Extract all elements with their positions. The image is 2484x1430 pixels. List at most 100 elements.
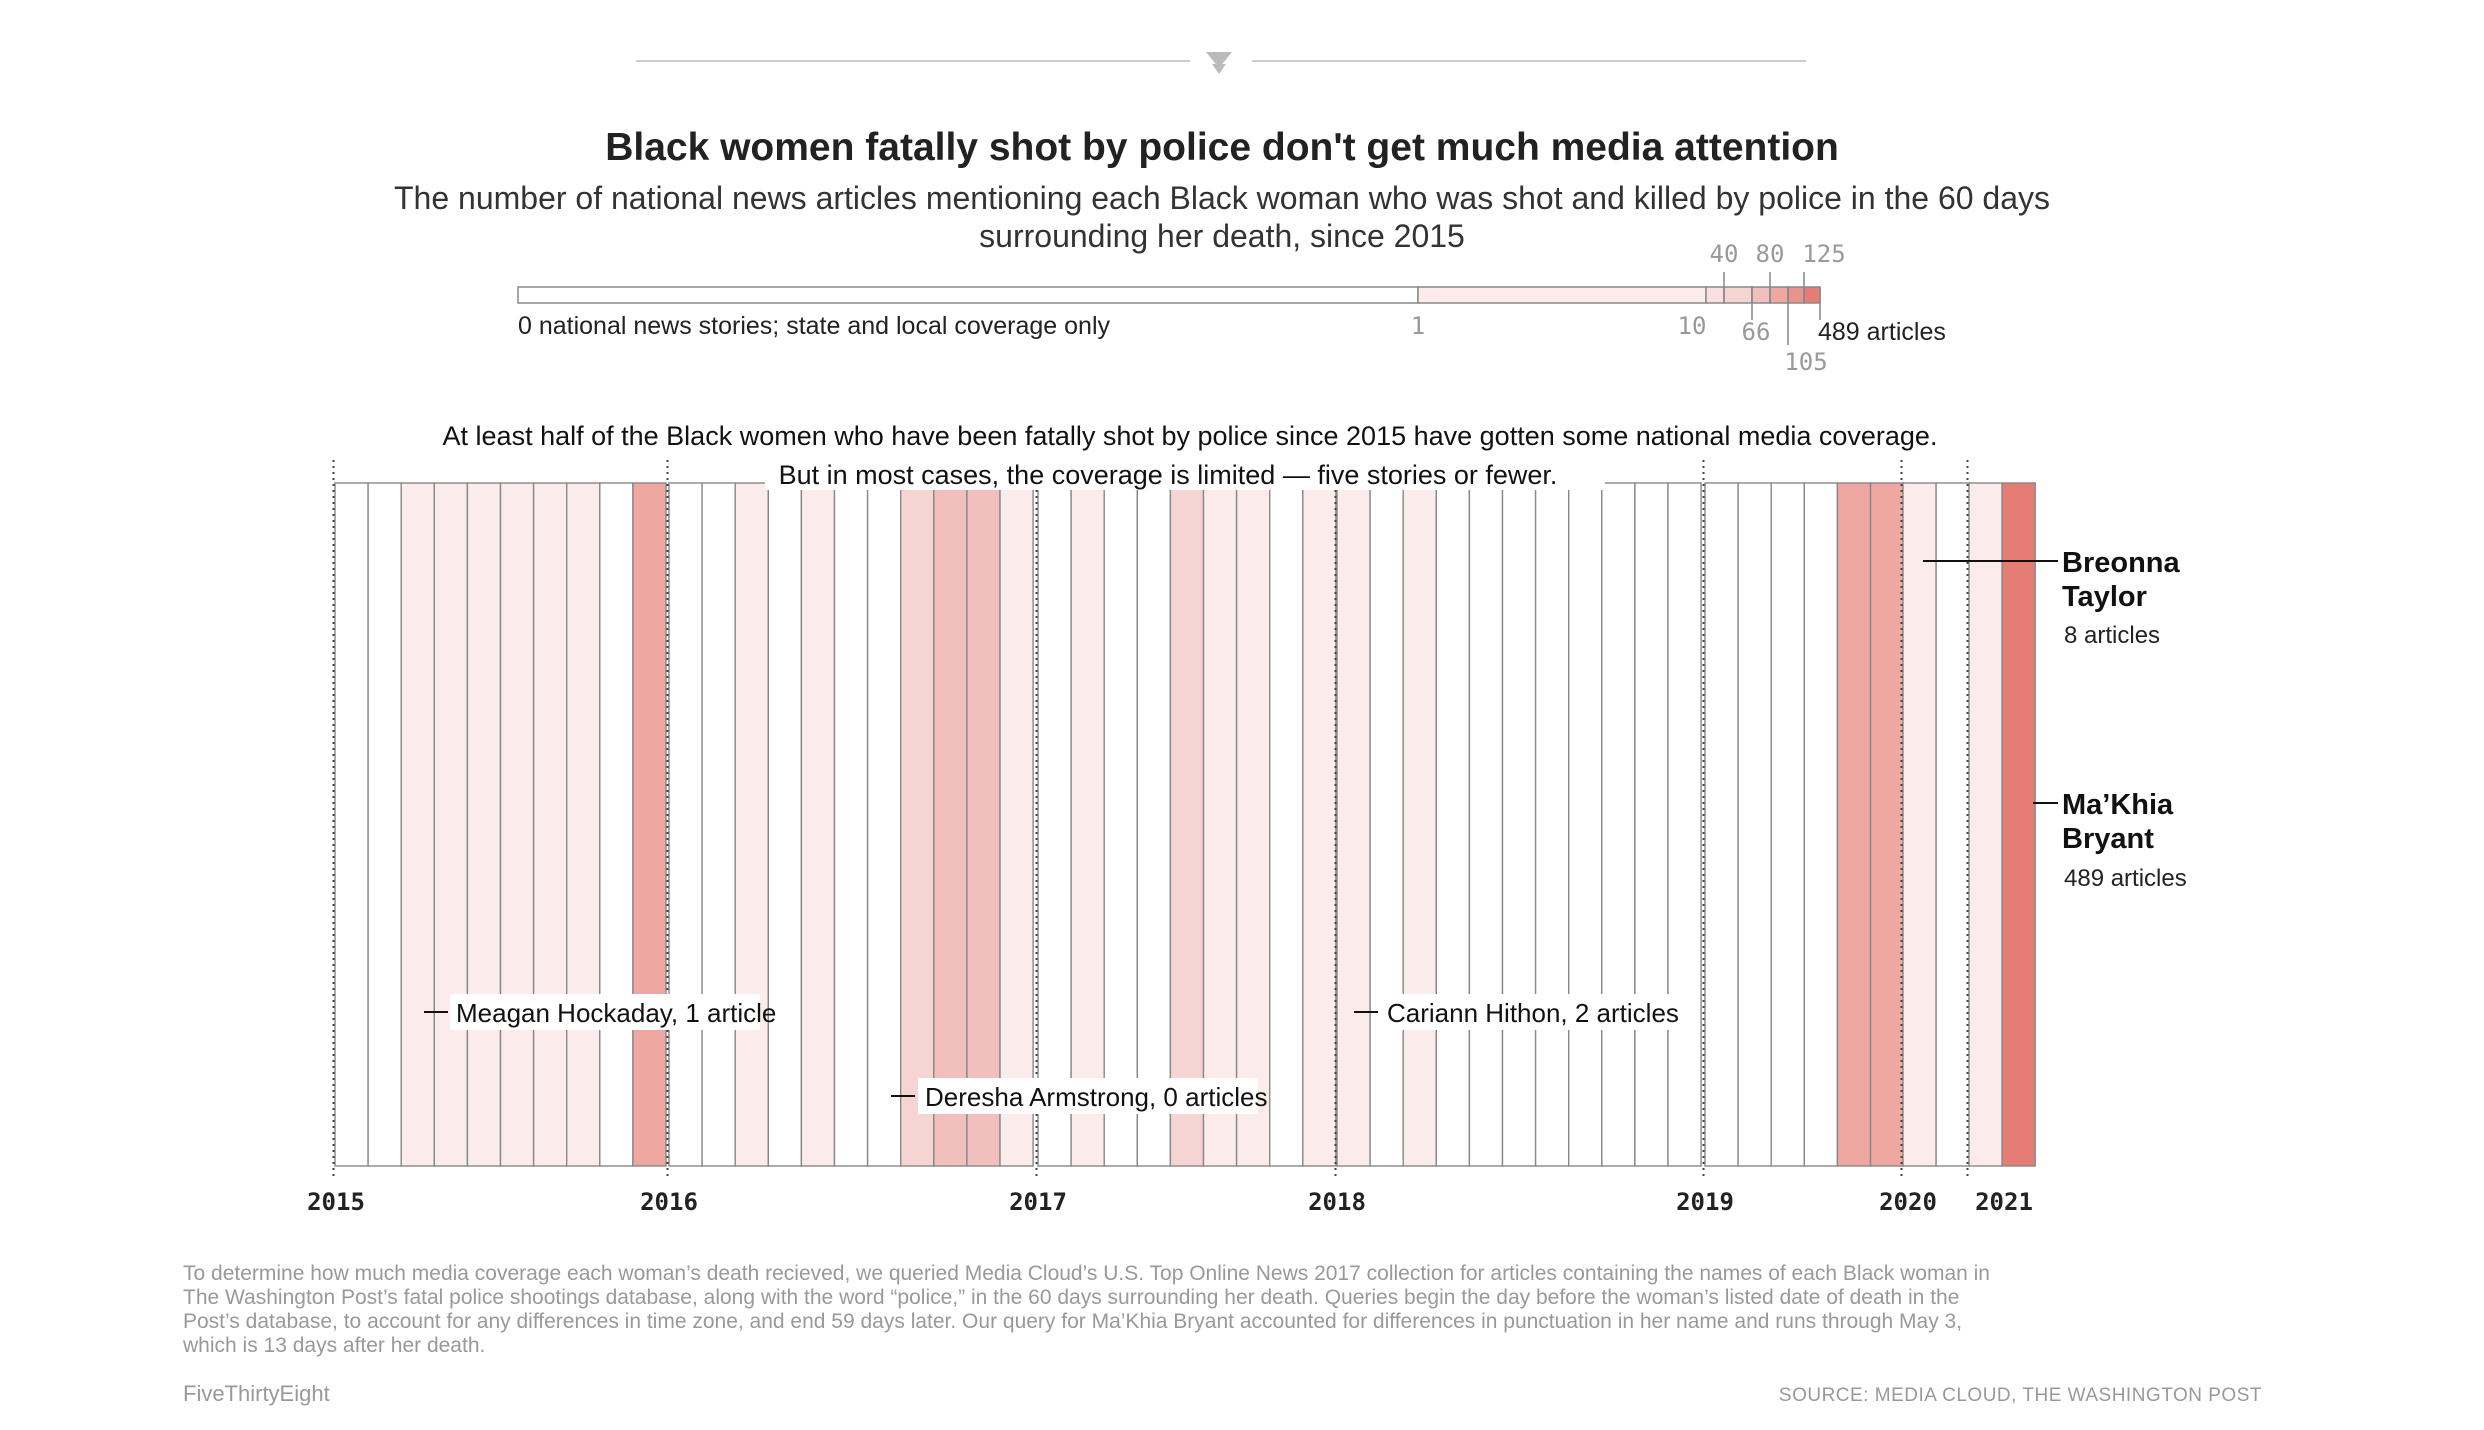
heatmap-strip-2017-2 — [1070, 482, 1105, 1167]
legend-bin-80-104 — [1769, 286, 1789, 304]
header-ornament — [636, 52, 1806, 74]
legend-bin-125-plus — [1803, 286, 1821, 304]
chart-title: Black women fatally shot by police don't… — [605, 126, 1839, 169]
heatmap-strip-2021-1 — [1968, 482, 2003, 1167]
callout-bryant-name-2: Bryant — [2062, 823, 2154, 855]
heatmap-strip-2018-4 — [1435, 482, 1471, 1167]
heatmap-strip-2018-10 — [1634, 482, 1669, 1167]
heatmap-strip-2016-1 — [668, 482, 703, 1167]
methodology-note-line4: which is 13 days after her death. — [182, 1334, 485, 1357]
legend-bin-10-39 — [1705, 286, 1725, 304]
heatmap-strip-2015-8 — [566, 482, 601, 1167]
heatmap-strip-2016-6 — [833, 482, 869, 1167]
heatmap-strip-2015-7 — [532, 482, 568, 1167]
legend-forty-label: 40 — [1710, 240, 1739, 268]
heatmap-strip-2015-2 — [367, 482, 402, 1167]
heatmap-strip-2016-5 — [800, 482, 836, 1167]
legend-bin-1-9 — [1417, 286, 1707, 304]
year-label-2015: 2015 — [307, 1188, 365, 1216]
year-label-2017: 2017 — [1009, 1188, 1067, 1216]
callout-bryant-name-1: Ma’Khia — [2062, 789, 2174, 821]
callout-hockaday: Meagan Hockaday, 1 article — [424, 994, 776, 1030]
legend-bin-105-124 — [1787, 286, 1805, 304]
annotation-line2: But in most cases, the coverage is limit… — [779, 460, 1558, 490]
legend-bin-40-65 — [1723, 286, 1753, 304]
callout-bryant: Ma’Khia Bryant 489 articles — [2033, 789, 2187, 892]
heatmap-strip-2017-9 — [1302, 482, 1337, 1167]
heatmap-strip-2017-3 — [1103, 482, 1138, 1167]
heatmap-strip-2019-3 — [1770, 482, 1805, 1167]
heatmap-strip-2018-11 — [1667, 482, 1702, 1167]
legend-ten-label: 10 — [1678, 312, 1707, 340]
year-label-2020: 2020 — [1879, 1188, 1937, 1216]
heatmap-strip-2020-1 — [1902, 482, 1937, 1167]
legend-onetwentyfive-label: 125 — [1802, 240, 1845, 268]
callout-armstrong: Deresha Armstrong, 0 articles — [891, 1078, 1267, 1114]
brand-label: FiveThirtyEight — [183, 1381, 330, 1406]
heatmap-strip-2015-10 — [632, 482, 667, 1167]
heatmap-strip-2018-5 — [1468, 482, 1504, 1167]
year-label-2018: 2018 — [1308, 1188, 1366, 1216]
heatmap-strip-2016-2 — [701, 482, 736, 1167]
callout-armstrong-label: Deresha Armstrong, 0 articles — [925, 1082, 1267, 1112]
legend-bin-zero — [517, 286, 1419, 304]
color-scale-legend: 0 national news stories; state and local… — [517, 240, 1946, 376]
heatmap-strip-2018-6 — [1501, 482, 1537, 1167]
heatmap-strip-2017-7 — [1235, 482, 1271, 1167]
heatmap-strip-2016-4 — [767, 482, 803, 1167]
heatmap-strips — [334, 482, 2036, 1167]
heatmap-strip-2019-5 — [1836, 482, 1872, 1167]
legend-sixtysix-label: 66 — [1742, 318, 1771, 346]
heatmap-strip-2016-9 — [933, 482, 968, 1167]
heatmap-strip-2018-9 — [1601, 482, 1636, 1167]
callout-hithon: Cariann Hithon, 2 articles — [1354, 994, 1680, 1030]
heatmap-strip-2015-9 — [599, 482, 634, 1167]
callout-hockaday-label: Meagan Hockaday, 1 article — [456, 998, 776, 1028]
heatmap-strip-2018-2 — [1369, 482, 1404, 1167]
heatmap-strip-2015-3 — [400, 482, 436, 1167]
annotation-line1: At least half of the Black women who hav… — [443, 421, 1938, 451]
legend-bin-66-79 — [1751, 286, 1771, 304]
callout-taylor-name-2: Taylor — [2062, 581, 2147, 613]
heatmap-strip-2015-5 — [466, 482, 502, 1167]
heatmap-strip-2016-8 — [900, 482, 935, 1167]
callout-taylor-name-1: Breonna — [2062, 547, 2181, 579]
heatmap-strip-2018-8 — [1567, 482, 1603, 1167]
heatmap-strip-2018-3 — [1402, 482, 1437, 1167]
heatmap-strip-2018-1 — [1336, 482, 1371, 1167]
methodology-note-line1: To determine how much media coverage eac… — [183, 1262, 1990, 1285]
legend-zero-label: 0 national news stories; state and local… — [518, 312, 1111, 340]
legend-one-label: 1 — [1411, 312, 1425, 340]
legend-max-label: 489 articles — [1818, 318, 1946, 346]
chart-subtitle-line1: The number of national news articles men… — [394, 180, 2050, 216]
heatmap-strip-2016-11 — [999, 482, 1034, 1167]
heatmap-strip-2019-1 — [1704, 482, 1739, 1167]
callout-bryant-count: 489 articles — [2064, 865, 2187, 892]
heatmap-strip-2020-2 — [1935, 482, 1970, 1167]
heatmap-strip-2017-6 — [1202, 482, 1238, 1167]
chart-subtitle-line2: surrounding her death, since 2015 — [979, 218, 1465, 254]
heatmap-strip-2015-6 — [499, 482, 535, 1167]
year-label-2021: 2021 — [1975, 1188, 2033, 1216]
callout-hithon-label: Cariann Hithon, 2 articles — [1387, 998, 1679, 1028]
callout-taylor-count: 8 articles — [2064, 622, 2160, 649]
heatmap-strip-2018-7 — [1534, 482, 1570, 1167]
legend-eighty-label: 80 — [1756, 240, 1785, 268]
heatmap-strip-2015-1 — [334, 482, 369, 1167]
heatmap-strip-2016-7 — [866, 482, 902, 1167]
legend-onehundredfive-label: 105 — [1784, 348, 1827, 376]
heatmap-strip-2017-1 — [1037, 482, 1072, 1167]
source-label: SOURCE: MEDIA CLOUD, THE WASHINGTON POST — [1779, 1385, 2262, 1406]
heatmap-strip-2019-6 — [1869, 482, 1905, 1167]
methodology-note-line3: Post’s database, to account for any diff… — [183, 1310, 1962, 1333]
heatmap-strip-2017-4 — [1136, 482, 1172, 1167]
heatmap-strip-2019-2 — [1737, 482, 1772, 1167]
heatmap-strip-2017-5 — [1169, 482, 1205, 1167]
methodology-note-line2: The Washington Post’s fatal police shoot… — [183, 1286, 1959, 1309]
year-label-2019: 2019 — [1676, 1188, 1734, 1216]
callout-taylor: Breonna Taylor 8 articles — [1923, 547, 2181, 649]
heatmap-strip-2016-3 — [734, 482, 770, 1167]
heatmap-strip-2019-4 — [1803, 482, 1839, 1167]
heatmap-strip-2021-2 — [2001, 482, 2036, 1167]
